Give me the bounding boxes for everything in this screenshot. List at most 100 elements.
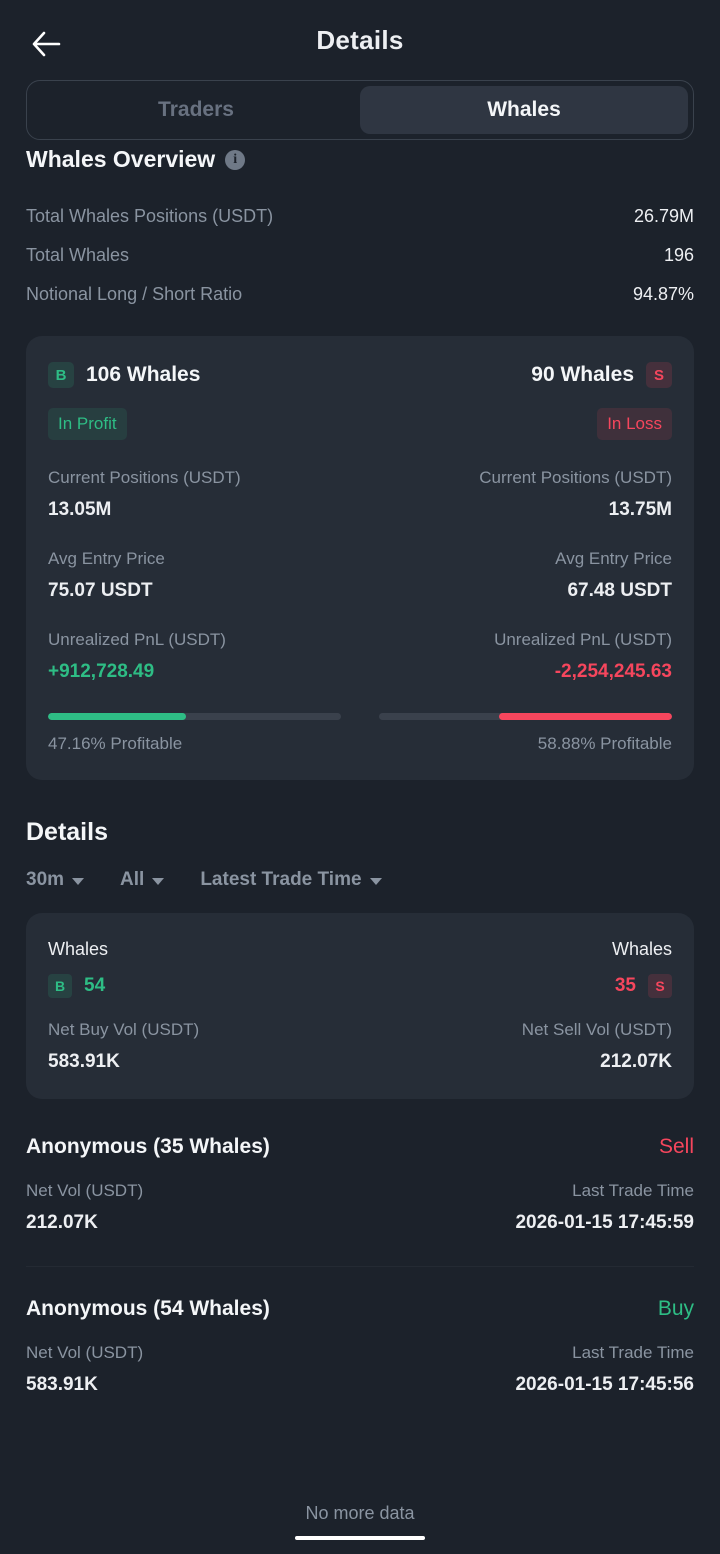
stat-row-long-short-ratio: Notional Long / Short Ratio 94.87% xyxy=(26,275,694,314)
entry-side-badge: Sell xyxy=(658,1135,694,1158)
info-icon[interactable] xyxy=(225,149,246,170)
tab-traders[interactable]: Traders xyxy=(158,98,234,121)
stat-label: Notional Long / Short Ratio xyxy=(26,284,243,304)
entry-time-value: 2026-01-15 17:45:56 xyxy=(515,1374,694,1395)
entry-header-row: Anonymous (35 Whales) Sell xyxy=(26,1135,694,1159)
overview-stats: Total Whales Positions (USDT) 26.79M Tot… xyxy=(0,197,720,314)
long-pnl-label: Unrealized PnL (USDT) xyxy=(48,630,226,649)
entry-labels-row: Net Vol (USDT) Last Trade Time xyxy=(26,1343,694,1363)
short-entry-value: 67.48 USDT xyxy=(567,580,672,601)
whales-overview-title: Whales Overview xyxy=(26,146,216,172)
stat-row-total-positions: Total Whales Positions (USDT) 26.79M xyxy=(26,197,694,236)
entry-time-label: Last Trade Time xyxy=(572,1343,694,1362)
summary-titles-row: Whales Whales xyxy=(48,939,672,960)
long-whales-count: B 106 Whales xyxy=(48,362,200,388)
whale-counts-row: B 106 Whales 90 Whales S xyxy=(48,362,672,388)
short-pnl-label: Unrealized PnL (USDT) xyxy=(494,630,672,649)
list-item[interactable]: Anonymous (35 Whales) Sell Net Vol (USDT… xyxy=(26,1105,694,1266)
short-profitability-bar xyxy=(379,713,672,720)
positions-labels-row: Current Positions (USDT) Current Positio… xyxy=(48,468,672,488)
net-buy-vol-value: 583.91K xyxy=(48,1051,120,1072)
page-title: Details xyxy=(316,24,404,55)
in-loss-badge: In Loss xyxy=(597,408,672,440)
net-sell-vol-value: 212.07K xyxy=(600,1051,672,1072)
short-entry-label: Avg Entry Price xyxy=(555,549,672,568)
entry-vol-value: 212.07K xyxy=(26,1212,98,1233)
header: Details xyxy=(0,0,720,70)
buy-count-value: 54 xyxy=(84,975,106,996)
entry-vol-label: Net Vol (USDT) xyxy=(26,1343,144,1362)
filter-timeframe-label: 30m xyxy=(26,869,65,890)
back-button[interactable] xyxy=(24,22,68,66)
entry-price-values-row: 75.07 USDT 67.48 USDT xyxy=(48,580,672,602)
stat-row-total-whales: Total Whales 196 xyxy=(26,236,694,275)
tab-whales[interactable]: Whales xyxy=(360,86,688,134)
short-positions-value: 13.75M xyxy=(608,499,672,520)
filter-side-label: All xyxy=(120,869,145,890)
pnl-labels-row: Unrealized PnL (USDT) Unrealized PnL (US… xyxy=(48,630,672,650)
status-pills-row: In Profit In Loss xyxy=(48,408,672,440)
entry-name: Anonymous (54 Whales) xyxy=(26,1297,270,1320)
long-entry-label: Avg Entry Price xyxy=(48,549,165,568)
long-positions-value: 13.05M xyxy=(48,499,112,520)
sell-badge-icon: S xyxy=(646,362,672,388)
buy-whales-count: B 54 xyxy=(48,974,105,998)
in-profit-badge: In Profit xyxy=(48,408,127,440)
filter-timeframe[interactable]: 30m xyxy=(26,869,85,891)
summary-vol-labels-row: Net Buy Vol (USDT) Net Sell Vol (USDT) xyxy=(48,1020,672,1040)
long-entry-value: 75.07 USDT xyxy=(48,580,153,601)
summary-vol-values-row: 583.91K 212.07K xyxy=(48,1051,672,1073)
profitability-bars xyxy=(48,713,672,720)
short-profitable-label: 58.88% Profitable xyxy=(537,734,672,753)
buy-badge-icon: B xyxy=(48,362,74,388)
entry-price-labels-row: Avg Entry Price Avg Entry Price xyxy=(48,549,672,569)
short-pnl-value: -2,254,245.63 xyxy=(554,661,672,682)
chevron-down-icon xyxy=(152,877,165,885)
long-profitability-bar xyxy=(48,713,341,720)
short-whales-count: 90 Whales S xyxy=(531,362,672,388)
entry-name: Anonymous (35 Whales) xyxy=(26,1135,270,1158)
whales-overview-heading: Whales Overview xyxy=(0,146,720,173)
list-footer: No more data xyxy=(0,1503,720,1540)
positions-values-row: 13.05M 13.75M xyxy=(48,499,672,521)
profitable-labels-row: 47.16% Profitable 58.88% Profitable xyxy=(48,734,672,754)
entry-vol-label: Net Vol (USDT) xyxy=(26,1181,144,1200)
long-pnl-value: +912,728.49 xyxy=(48,661,155,682)
pnl-values-row: +912,728.49 -2,254,245.63 xyxy=(48,661,672,683)
sell-count-value: 35 xyxy=(614,975,636,996)
long-count-text: 106 Whales xyxy=(86,363,201,386)
tab-bar: Traders Whales xyxy=(26,80,694,140)
entry-values-row: 212.07K 2026-01-15 17:45:59 xyxy=(26,1212,694,1234)
back-arrow-icon xyxy=(32,31,61,57)
entry-header-row: Anonymous (54 Whales) Buy xyxy=(26,1297,694,1321)
filter-sort[interactable]: Latest Trade Time xyxy=(200,869,382,891)
entry-time-value: 2026-01-15 17:45:59 xyxy=(515,1212,694,1233)
short-positions-label: Current Positions (USDT) xyxy=(479,468,672,487)
filter-side[interactable]: All xyxy=(120,869,165,891)
stat-label: Total Whales xyxy=(26,245,130,265)
entry-time-label: Last Trade Time xyxy=(572,1181,694,1200)
buy-whales-title: Whales xyxy=(48,939,109,959)
buy-badge-icon: B xyxy=(48,974,72,998)
entry-vol-value: 583.91K xyxy=(26,1374,98,1395)
short-profitability-fill xyxy=(499,713,672,720)
whales-summary-card: Whales Whales B 54 35 S Net Buy Vol (USD… xyxy=(26,913,694,1099)
filter-bar: 30m All Latest Trade Time xyxy=(0,869,720,891)
stat-value: 94.87% xyxy=(632,284,694,304)
long-positions-label: Current Positions (USDT) xyxy=(48,468,241,487)
entry-side-badge: Buy xyxy=(657,1297,694,1320)
long-profitability-fill xyxy=(48,713,187,720)
no-more-data-text: No more data xyxy=(305,1503,415,1523)
stat-value: 26.79M xyxy=(633,206,694,226)
entry-labels-row: Net Vol (USDT) Last Trade Time xyxy=(26,1181,694,1201)
trade-entries-list: Anonymous (35 Whales) Sell Net Vol (USDT… xyxy=(0,1105,720,1428)
entry-values-row: 583.91K 2026-01-15 17:45:56 xyxy=(26,1374,694,1396)
sell-badge-icon: S xyxy=(648,974,672,998)
chevron-down-icon xyxy=(369,877,382,885)
sell-whales-count: 35 S xyxy=(615,974,672,998)
profit-loss-card: B 106 Whales 90 Whales S In Profit In Lo… xyxy=(26,336,694,780)
details-heading: Details xyxy=(26,818,108,846)
summary-counts-row: B 54 35 S xyxy=(48,974,672,998)
stat-label: Total Whales Positions (USDT) xyxy=(26,206,274,226)
list-item[interactable]: Anonymous (54 Whales) Buy Net Vol (USDT)… xyxy=(26,1266,694,1428)
